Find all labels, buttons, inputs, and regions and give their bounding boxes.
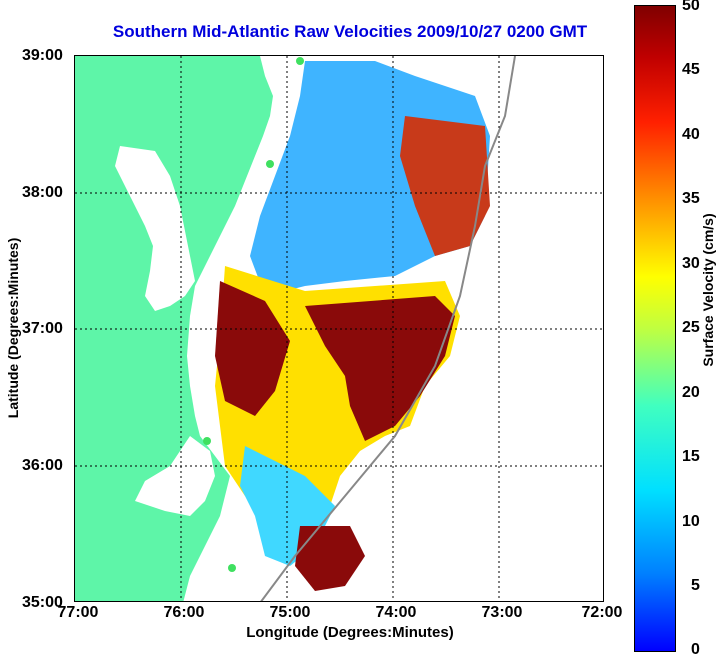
y-tick-label: 39:00 <box>22 47 63 64</box>
colorbar-tick: 0 <box>691 641 700 658</box>
map-grid <box>75 56 603 601</box>
colorbar-tick: 40 <box>682 126 700 143</box>
bathymetry-contour <box>260 56 516 601</box>
chesapeake-bay <box>115 146 195 311</box>
y-tick-label: 35:00 <box>22 594 63 611</box>
colorbar-tick: 20 <box>682 384 700 401</box>
map-svg <box>75 56 603 601</box>
colorbar <box>634 5 676 652</box>
radar-station-marker <box>203 437 211 445</box>
colorbar-tick: 25 <box>682 319 700 336</box>
velocity-field-central-hot <box>305 296 455 441</box>
map-plot-area[interactable] <box>74 55 604 602</box>
radar-station-marker <box>266 160 274 168</box>
y-tick-label: 36:00 <box>22 457 63 474</box>
x-axis-label: Longitude (Degrees:Minutes) <box>246 624 454 641</box>
x-tick-label: 73:00 <box>481 604 523 621</box>
radar-station-marker <box>296 57 304 65</box>
velocity-field-southern-hot <box>295 526 365 591</box>
velocity-field-north-warm <box>400 116 490 256</box>
x-tick-label: 77:00 <box>57 604 99 621</box>
pamlico-sound <box>135 436 215 516</box>
colorbar-tick: 30 <box>682 255 700 272</box>
x-tick-label: 72:00 <box>581 604 623 621</box>
y-tick-label: 38:00 <box>22 184 63 201</box>
land-mass <box>75 56 273 601</box>
x-tick-label: 76:00 <box>163 604 205 621</box>
colorbar-tick: 10 <box>682 513 700 530</box>
colorbar-tick: 15 <box>682 448 700 465</box>
colorbar-label: Surface Velocity (cm/s) <box>700 213 716 367</box>
colorbar-tick: 35 <box>682 190 700 207</box>
y-axis-label: Latitude (Degrees:Minutes) <box>5 237 21 419</box>
colorbar-tick: 50 <box>682 0 700 14</box>
x-tick-label: 75:00 <box>269 604 311 621</box>
map-title: Southern Mid-Atlantic Raw Velocities 200… <box>112 22 588 41</box>
colorbar-tick: 45 <box>682 61 700 78</box>
y-tick-label: 37:00 <box>22 320 63 337</box>
radar-station-marker <box>228 564 236 572</box>
x-tick-label: 74:00 <box>375 604 417 621</box>
velocity-field-west-hot <box>215 281 290 416</box>
colorbar-tick: 5 <box>691 577 700 594</box>
